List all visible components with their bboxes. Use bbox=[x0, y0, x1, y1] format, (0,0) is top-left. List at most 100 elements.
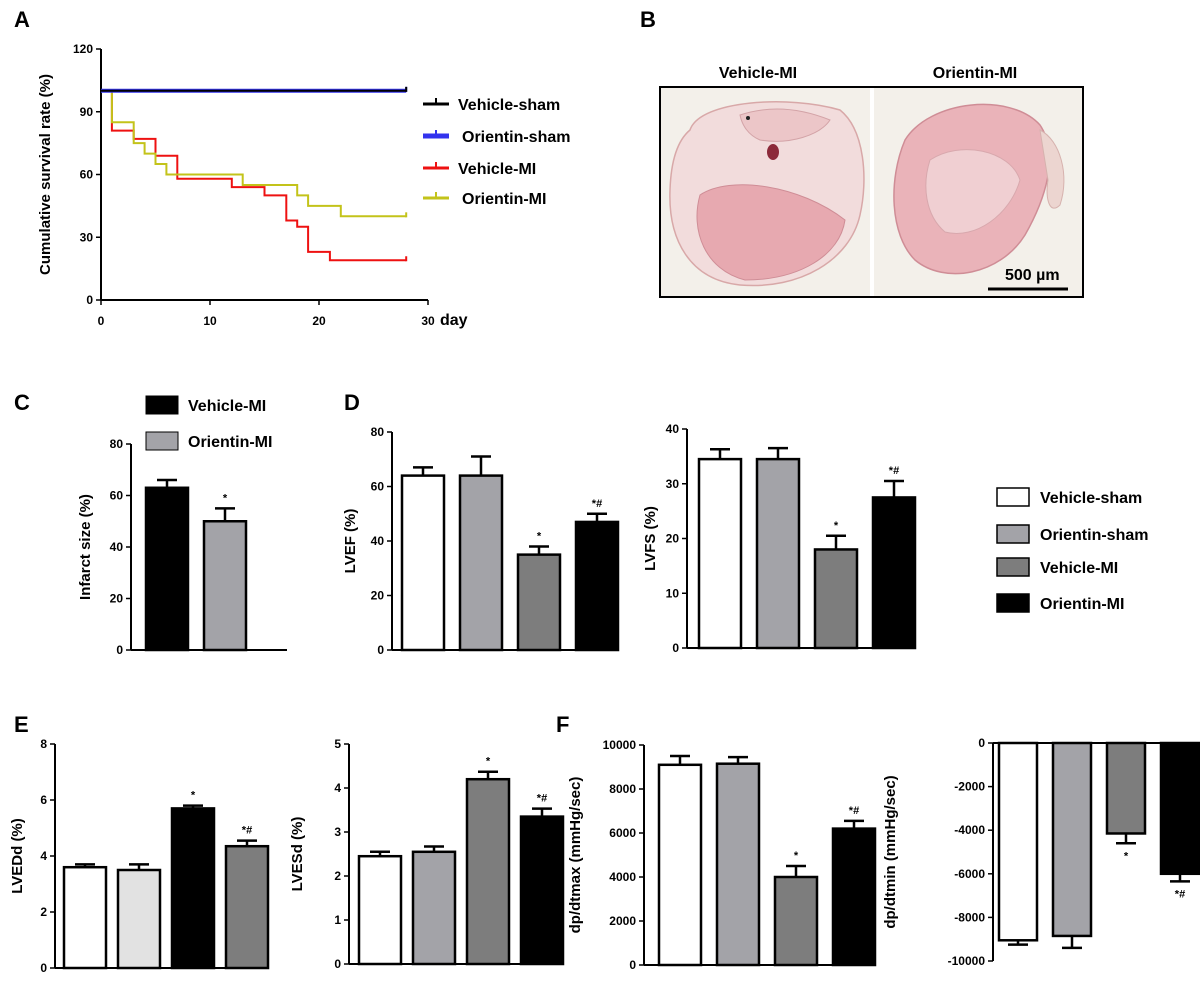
y-tick-label: 2000 bbox=[609, 914, 636, 928]
y-tick-label: 60 bbox=[80, 168, 94, 182]
bar-vehicle-mi bbox=[170, 807, 216, 970]
survival-line-orientin-mi bbox=[101, 89, 407, 218]
x-tick-label: 0 bbox=[98, 314, 105, 328]
image-label-orientin-mi: Orientin-MI bbox=[933, 65, 1017, 82]
legend-label: Orientin-MI bbox=[188, 434, 272, 451]
y-tick-label: 3 bbox=[334, 825, 341, 839]
legend-swatch bbox=[996, 557, 1030, 577]
y-tick-label: 10000 bbox=[603, 738, 637, 752]
legend-swatch bbox=[145, 431, 179, 451]
bar-orientin-sham bbox=[411, 850, 457, 966]
bar-vehicle-sham bbox=[997, 741, 1039, 942]
y-tick-label: 30 bbox=[666, 477, 680, 491]
y-tick-label: -6000 bbox=[954, 867, 985, 881]
y-axis-label: LVESd (%) bbox=[289, 817, 306, 892]
bar-vehicle-mi bbox=[144, 486, 190, 652]
panel-label-e: E bbox=[14, 712, 29, 737]
significance-mark: *# bbox=[242, 825, 252, 837]
significance-mark: * bbox=[834, 520, 839, 532]
y-tick-label: 0 bbox=[86, 293, 93, 307]
y-axis-label: Infarct size (%) bbox=[77, 494, 94, 600]
y-tick-label: 6 bbox=[40, 793, 47, 807]
bar-orientin-sham bbox=[715, 762, 761, 967]
y-tick-label: 8000 bbox=[609, 782, 636, 796]
x-tick-label: 20 bbox=[312, 314, 326, 328]
bar-orientin-sham bbox=[458, 474, 504, 652]
significance-mark: *# bbox=[849, 805, 859, 817]
legend-label: Orientin-sham bbox=[462, 129, 570, 146]
significance-mark: *# bbox=[537, 793, 547, 805]
legend-swatch bbox=[996, 524, 1030, 544]
image-label-vehicle-mi: Vehicle-MI bbox=[719, 65, 797, 82]
bar-orientin-sham bbox=[755, 457, 801, 650]
y-tick-label: 80 bbox=[371, 425, 385, 439]
bar-orientin-mi bbox=[574, 520, 620, 652]
survival-chart: 0 30 60 90 120 0 10 20 30 day Cumulative survival … bbox=[37, 42, 570, 329]
legend-label: Vehicle-sham bbox=[1040, 490, 1142, 507]
y-tick-label: 0 bbox=[334, 957, 341, 971]
histology-image-panel: Vehicle-MI Orientin-MI 500 µm bbox=[659, 65, 1084, 298]
y-axis-label: LVFS (%) bbox=[642, 506, 659, 571]
bar-orientin-mi bbox=[519, 815, 565, 966]
y-tick-label: 120 bbox=[73, 42, 93, 56]
scale-bar-label: 500 µm bbox=[1005, 267, 1060, 284]
y-axis-label: LVEF (%) bbox=[342, 509, 359, 574]
y-tick-label: 2 bbox=[40, 905, 47, 919]
legend-label: Vehicle-sham bbox=[458, 97, 560, 114]
y-tick-label: 80 bbox=[110, 437, 124, 451]
infarct-size-chart: 0 20 40 60 80 Infarct size (%) * Vehicle-MI Orie… bbox=[77, 395, 287, 657]
y-tick-label: 40 bbox=[666, 422, 680, 436]
legend-label: Orientin-MI bbox=[462, 191, 546, 208]
y-tick-label: 2 bbox=[334, 869, 341, 883]
bar-orientin-mi bbox=[224, 844, 270, 970]
significance-mark: * bbox=[191, 790, 196, 802]
y-tick-label: 60 bbox=[110, 489, 124, 503]
panel-label-c: C bbox=[14, 390, 30, 415]
survival-line-vehicle-mi bbox=[101, 89, 407, 262]
bar-vehicle-mi bbox=[813, 548, 859, 650]
significance-mark: * bbox=[794, 850, 799, 862]
y-axis-label: dp/dtmax (mmHg/sec) bbox=[567, 777, 584, 934]
y-tick-label: 60 bbox=[371, 480, 385, 494]
panel-label-d: D bbox=[344, 390, 360, 415]
bar-vehicle-mi bbox=[1105, 741, 1147, 835]
bar-vehicle-sham bbox=[62, 865, 108, 970]
legend-label: Vehicle-MI bbox=[458, 161, 536, 178]
panel-label-f: F bbox=[556, 712, 569, 737]
image-divider bbox=[870, 88, 874, 296]
y-axis-label: LVEDd (%) bbox=[9, 818, 26, 894]
significance-mark: *# bbox=[889, 465, 899, 477]
legend-swatch bbox=[996, 593, 1030, 613]
x-tick-label: 10 bbox=[203, 314, 217, 328]
panel-label-b: B bbox=[640, 7, 656, 32]
y-tick-label: 20 bbox=[110, 592, 124, 606]
y-tick-label: 1 bbox=[334, 913, 341, 927]
bar-vehicle-sham bbox=[697, 457, 743, 650]
bar-orientin-mi bbox=[202, 520, 248, 652]
significance-mark: *# bbox=[1175, 888, 1185, 900]
y-tick-label: 0 bbox=[978, 736, 985, 750]
bar-vehicle-mi bbox=[516, 553, 562, 652]
significance-mark: *# bbox=[592, 498, 602, 510]
y-tick-label: 5 bbox=[334, 737, 341, 751]
y-tick-label: 0 bbox=[40, 961, 47, 975]
y-tick-label: 20 bbox=[371, 589, 385, 603]
bar-vehicle-sham bbox=[657, 763, 703, 967]
y-tick-label: 40 bbox=[110, 540, 124, 554]
y-tick-label: 4 bbox=[334, 781, 341, 795]
significance-mark: * bbox=[537, 530, 542, 542]
x-axis-label: day bbox=[440, 312, 468, 329]
y-axis-label: dp/dtmin (mmHg/sec) bbox=[882, 775, 899, 928]
legend-label: Vehicle-MI bbox=[1040, 560, 1118, 577]
bar-vehicle-sham bbox=[357, 854, 403, 966]
dpdtmax-chart: 0 2000 4000 6000 8000 10000 dp/dtmax (mmHg/sec… bbox=[567, 738, 877, 972]
y-tick-label: 4000 bbox=[609, 870, 636, 884]
bar-orientin-mi bbox=[1159, 741, 1200, 876]
legend-swatch bbox=[145, 395, 179, 415]
lvedd-chart: 0 2 4 6 8 LVEDd (%) * *# bbox=[9, 737, 270, 975]
y-tick-label: -2000 bbox=[954, 780, 985, 794]
y-tick-label: 30 bbox=[80, 230, 94, 244]
legend-label: Vehicle-MI bbox=[188, 398, 266, 415]
y-tick-label: -10000 bbox=[948, 954, 986, 968]
